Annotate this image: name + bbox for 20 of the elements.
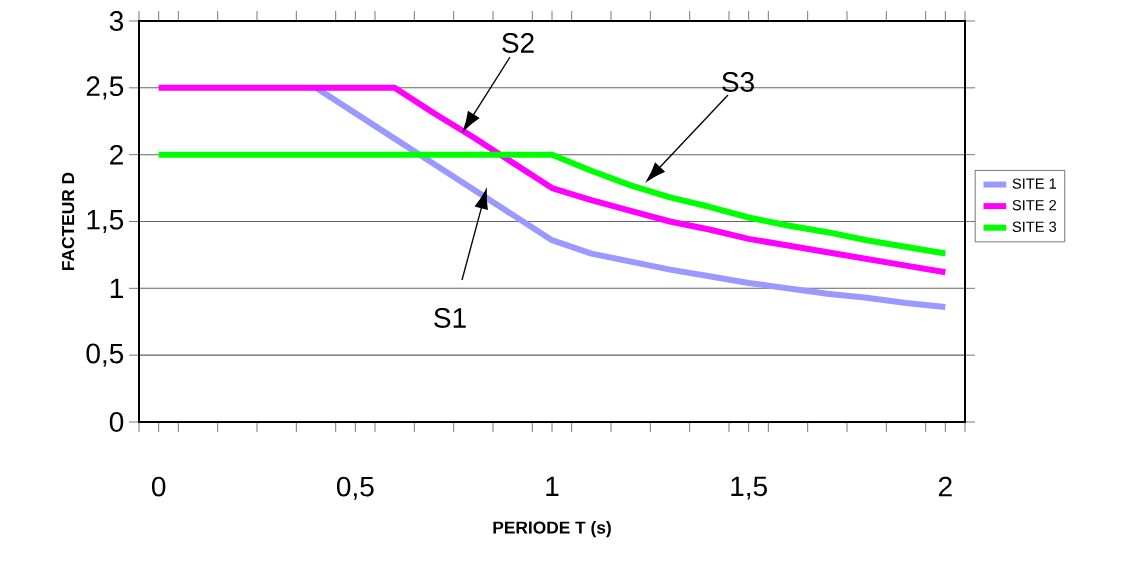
y-tick-label: 2,5 [86, 76, 124, 100]
x-axis-title: PERIODE T (s) [493, 520, 611, 538]
y-tick-label: 2 [110, 144, 123, 165]
legend-label: SITE 3 [1012, 221, 1057, 232]
x-tick-label: 0,5 [336, 476, 374, 500]
annotation: S2 [502, 33, 534, 53]
x-tick-label: 1 [546, 476, 559, 496]
y-tick-label: 1,5 [87, 210, 124, 233]
annotation: S3 [722, 72, 754, 92]
annotation: S1 [434, 308, 466, 328]
y-tick-label: 0 [109, 412, 124, 432]
y-tick-label: 0,5 [86, 343, 124, 367]
x-tick-label: 1,5 [731, 476, 767, 500]
y-tick-label: 3 [109, 11, 124, 31]
x-tick-label: 0 [151, 476, 166, 497]
y-axis-title: FACTEUR D [61, 172, 75, 270]
legend-label: SITE 1 [1012, 178, 1057, 189]
y-tick-label: 1 [110, 278, 123, 298]
legend-label: SITE 2 [1012, 200, 1057, 211]
x-tick-label: 2 [938, 476, 952, 497]
